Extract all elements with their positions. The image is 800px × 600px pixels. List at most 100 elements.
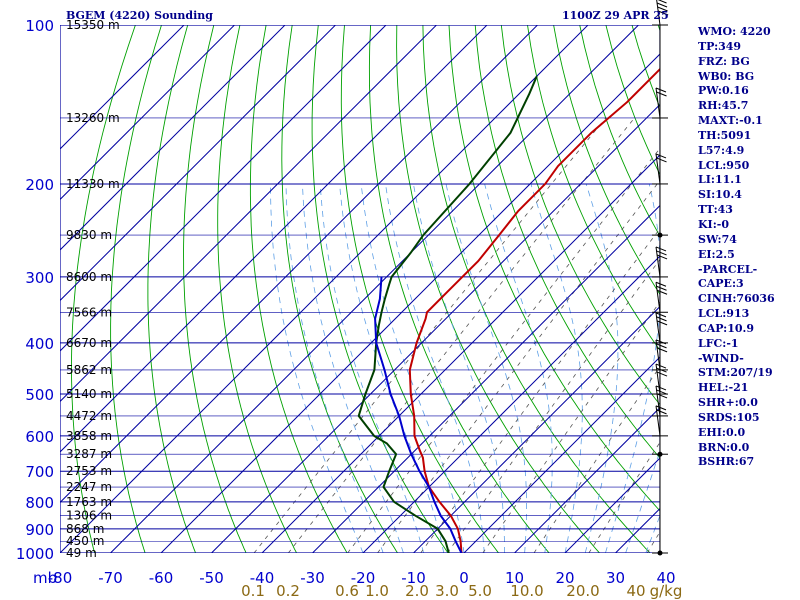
index-item: TP:349 [698, 39, 742, 53]
index-item: PW:0.16 [698, 84, 749, 98]
index-item: CAPE:3 [698, 277, 744, 291]
moist-adiabat [530, 183, 583, 553]
isotherm-line [60, 25, 488, 453]
pressure-tick-label: 400 [25, 335, 54, 353]
temperature-tick-label: -40 [250, 569, 275, 587]
plot-frame [60, 25, 660, 553]
isotherm-line [60, 25, 286, 251]
pressure-tick-label: 1000 [16, 545, 54, 563]
wind-barb-flag [656, 343, 667, 349]
wind-barb-flag [655, 87, 667, 93]
temperature-tick-label: 30 [606, 569, 625, 587]
wind-barb-flag [656, 285, 667, 291]
parcel-line [374, 276, 463, 553]
dry-adiabat [183, 25, 247, 553]
height-label: 868 m [66, 522, 104, 536]
wind-barb-flag [655, 385, 667, 391]
mixing-ratio-label: 20.0 [566, 582, 599, 600]
temperature-tick-label: 20 [555, 569, 574, 587]
moist-adiabat [319, 183, 424, 553]
wind-calm-dot [657, 550, 663, 556]
index-item: -WIND- [698, 351, 744, 365]
temperature-tick-label: -30 [300, 569, 325, 587]
index-item: L57:4.9 [698, 143, 745, 157]
valid-time: 1100Z 29 APR 25 [562, 9, 669, 22]
moist-adiabat [285, 183, 384, 553]
mixing-ratio-line [253, 117, 607, 553]
index-item: BSHR:67 [698, 455, 755, 469]
height-label: 49 m [66, 546, 97, 560]
isotherm-line [110, 25, 639, 553]
isotherm-line [60, 25, 235, 201]
index-item: MAXT:-0.1 [698, 114, 763, 128]
wind-calm-dot [657, 232, 663, 238]
index-item: TT:43 [698, 203, 733, 217]
index-item: LCL:913 [698, 307, 750, 321]
temperature-tick-label: -70 [98, 569, 123, 587]
pressure-tick-label: 700 [25, 463, 54, 481]
pressure-tick-label: 900 [25, 521, 54, 539]
index-item: CINH:76036 [698, 292, 775, 306]
temperature-tick-label: 10 [505, 569, 524, 587]
moist-adiabat [645, 514, 660, 553]
wind-barb-flag [656, 389, 667, 395]
wind-barb-flag [656, 320, 668, 326]
wind-barb-staff [655, 153, 661, 185]
index-item: LCL:950 [698, 158, 750, 172]
wind-barb-flag [656, 254, 668, 260]
index-item: SHR+:0.0 [698, 396, 758, 410]
wind-barb-flag [656, 371, 668, 377]
pressure-tick-label: 800 [25, 494, 54, 512]
isotherm-line [60, 25, 589, 553]
mixing-ratio-label: 1.0 [365, 582, 389, 600]
mixing-ratio-label: g/kg [650, 582, 683, 600]
height-label: 13260 m [66, 111, 120, 125]
temperature-tick-label: -50 [199, 569, 224, 587]
height-label: 3287 m [66, 447, 112, 461]
wind-barb-staff [655, 312, 661, 343]
mixing-ratio-line [482, 301, 660, 553]
dry-adiabat [110, 25, 162, 553]
dry-adiabat [789, 25, 800, 553]
dry-adiabat [249, 25, 348, 553]
height-label: 8600 m [66, 270, 112, 284]
index-item: EI:2.5 [698, 247, 735, 261]
isotherm-line [312, 204, 660, 553]
wind-barb-staff [655, 282, 661, 313]
wind-barb-staff [655, 405, 661, 436]
mixing-ratio-line [347, 147, 660, 553]
pressure-tick-label: 500 [25, 386, 54, 404]
isotherm-line [160, 53, 660, 553]
height-label: 9830 m [66, 228, 112, 242]
chart-grid [60, 25, 660, 553]
wind-barb-flag [656, 393, 668, 399]
wind-barb-flag [656, 91, 667, 97]
index-item: EHI:0.0 [698, 425, 746, 439]
station-title: BGEM (4220) Sounding [66, 9, 213, 22]
mixing-ratio-line [447, 258, 660, 553]
temperature-tick-label: -80 [48, 569, 73, 587]
index-item: LI:11.1 [698, 173, 742, 187]
index-item: TH:5091 [698, 128, 752, 142]
wind-barb-staff [655, 363, 661, 395]
height-label: 1763 m [66, 495, 112, 509]
isotherm-line [211, 103, 660, 553]
height-label: 5862 m [66, 363, 112, 377]
wind-barb-flag [656, 347, 668, 353]
wind-barb-flag [655, 312, 667, 318]
index-item: WB0: BG [698, 69, 755, 83]
moist-adiabat [625, 449, 660, 553]
x-axis-unit-label: mb [33, 569, 57, 587]
index-item: LFC:-1 [698, 336, 739, 350]
index-item: SW:74 [698, 232, 737, 246]
index-item: BRN:0.0 [698, 440, 750, 454]
wind-barb-flag [656, 250, 667, 256]
wind-barb-flag [657, 0, 667, 4]
wind-barb-flag [656, 289, 668, 295]
height-label: 450 m [66, 534, 104, 548]
temperature-tick-label: -60 [149, 569, 174, 587]
index-item: KI:-0 [698, 217, 729, 231]
isotherm-line [514, 406, 660, 553]
isotherm-line [60, 25, 336, 302]
